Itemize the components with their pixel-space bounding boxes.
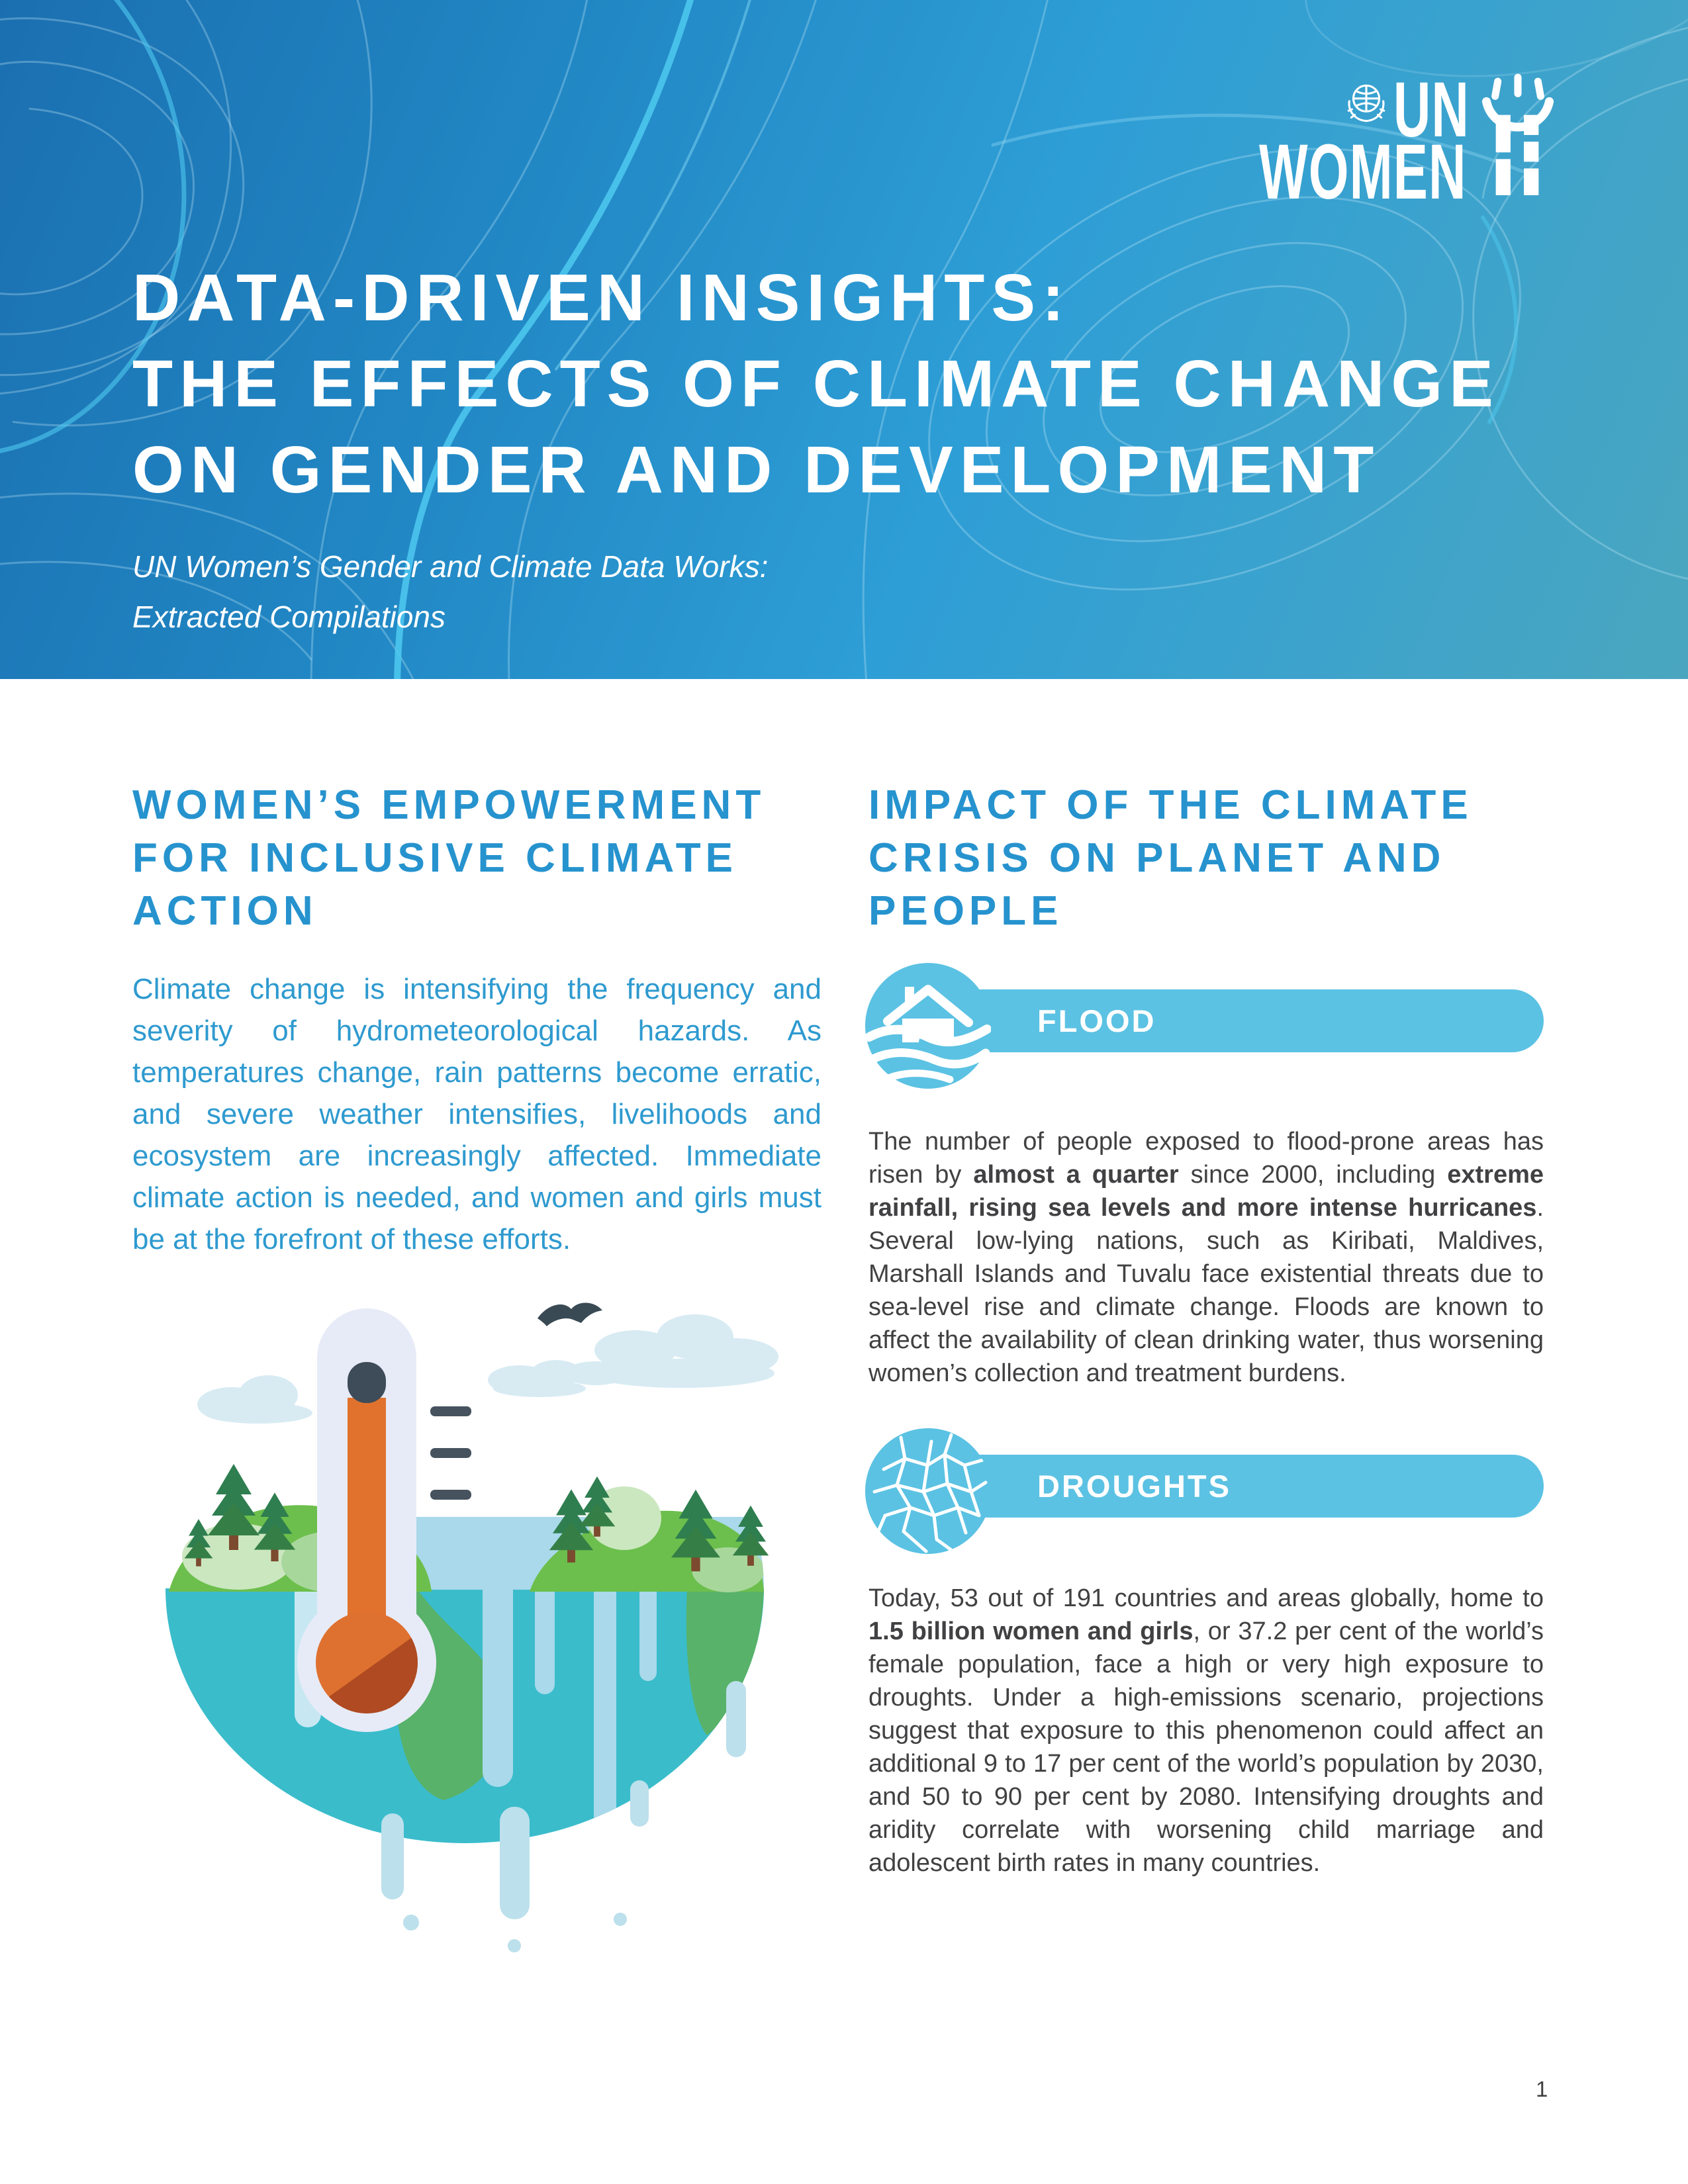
bird-icon — [538, 1302, 602, 1326]
melting-globe — [165, 1464, 769, 1952]
un-women-logo: UN WOMEN — [1258, 71, 1562, 216]
right-section-heading: IMPACT OF THE CLIMATE CRISIS ON PLANET A… — [868, 779, 1544, 938]
droughts-banner-label: DROUGHTS — [1037, 1469, 1231, 1504]
un-women-mark-icon — [1481, 73, 1554, 195]
logo-un-text: UN — [1393, 66, 1470, 154]
droughts-icon — [865, 1428, 991, 1554]
flood-banner: FLOOD — [865, 963, 1544, 1089]
droughts-banner-bar: DROUGHTS — [931, 1455, 1544, 1518]
flood-banner-label: FLOOD — [1037, 1003, 1156, 1038]
flood-banner-bar: FLOOD — [931, 989, 1544, 1052]
page-title: DATA-DRIVEN INSIGHTS: THE EFFECTS OF CLI… — [132, 255, 1500, 513]
heading-line: CRISIS ON PLANET AND — [868, 835, 1446, 881]
heading-line: WOMEN’S EMPOWERMENT — [132, 782, 766, 828]
page-subtitle: UN Women’s Gender and Climate Data Works… — [132, 541, 768, 642]
left-column: WOMEN’S EMPOWERMENT FOR INCLUSIVE CLIMAT… — [132, 779, 821, 1260]
heading-line: ACTION — [132, 888, 318, 934]
droughts-paragraph: Today, 53 out of 191 countries and areas… — [868, 1584, 1544, 1877]
page-title-line: ON GENDER AND DEVELOPMENT — [132, 433, 1381, 507]
page-title-line: THE EFFECTS OF CLIMATE CHANGE — [132, 347, 1500, 421]
heading-line: IMPACT OF THE CLIMATE — [868, 782, 1473, 828]
heading-line: PEOPLE — [868, 888, 1063, 934]
droughts-banner: DROUGHTS — [865, 1428, 1544, 1554]
cloud-icon — [197, 1314, 778, 1424]
flood-paragraph: The number of people exposed to flood-pr… — [868, 1128, 1544, 1387]
intro-paragraph: Climate change is intensifying the frequ… — [132, 973, 821, 1255]
thermometer-melting-earth-illustration — [165, 1302, 778, 1952]
left-section-heading: WOMEN’S EMPOWERMENT FOR INCLUSIVE CLIMAT… — [132, 779, 821, 938]
un-emblem-icon — [1347, 84, 1385, 122]
right-column: IMPACT OF THE CLIMATE CRISIS ON PLANET A… — [865, 779, 1544, 1880]
topographic-contour-pattern — [0, 0, 1688, 679]
page-number: 1 — [1536, 2077, 1548, 2101]
flood-icon — [865, 963, 991, 1089]
hero-header: UN WOMEN DATA-DRIVEN INSIGHT — [0, 0, 1688, 679]
page-title-line: DATA-DRIVEN INSIGHTS: — [132, 261, 1071, 335]
thermometer-icon — [297, 1308, 471, 1732]
logo-women-text: WOMEN — [1259, 128, 1467, 216]
heading-line: FOR INCLUSIVE CLIMATE — [132, 835, 737, 881]
page-subtitle-line: Extracted Compilations — [132, 600, 445, 634]
page-subtitle-line: UN Women’s Gender and Climate Data Works… — [132, 549, 769, 584]
